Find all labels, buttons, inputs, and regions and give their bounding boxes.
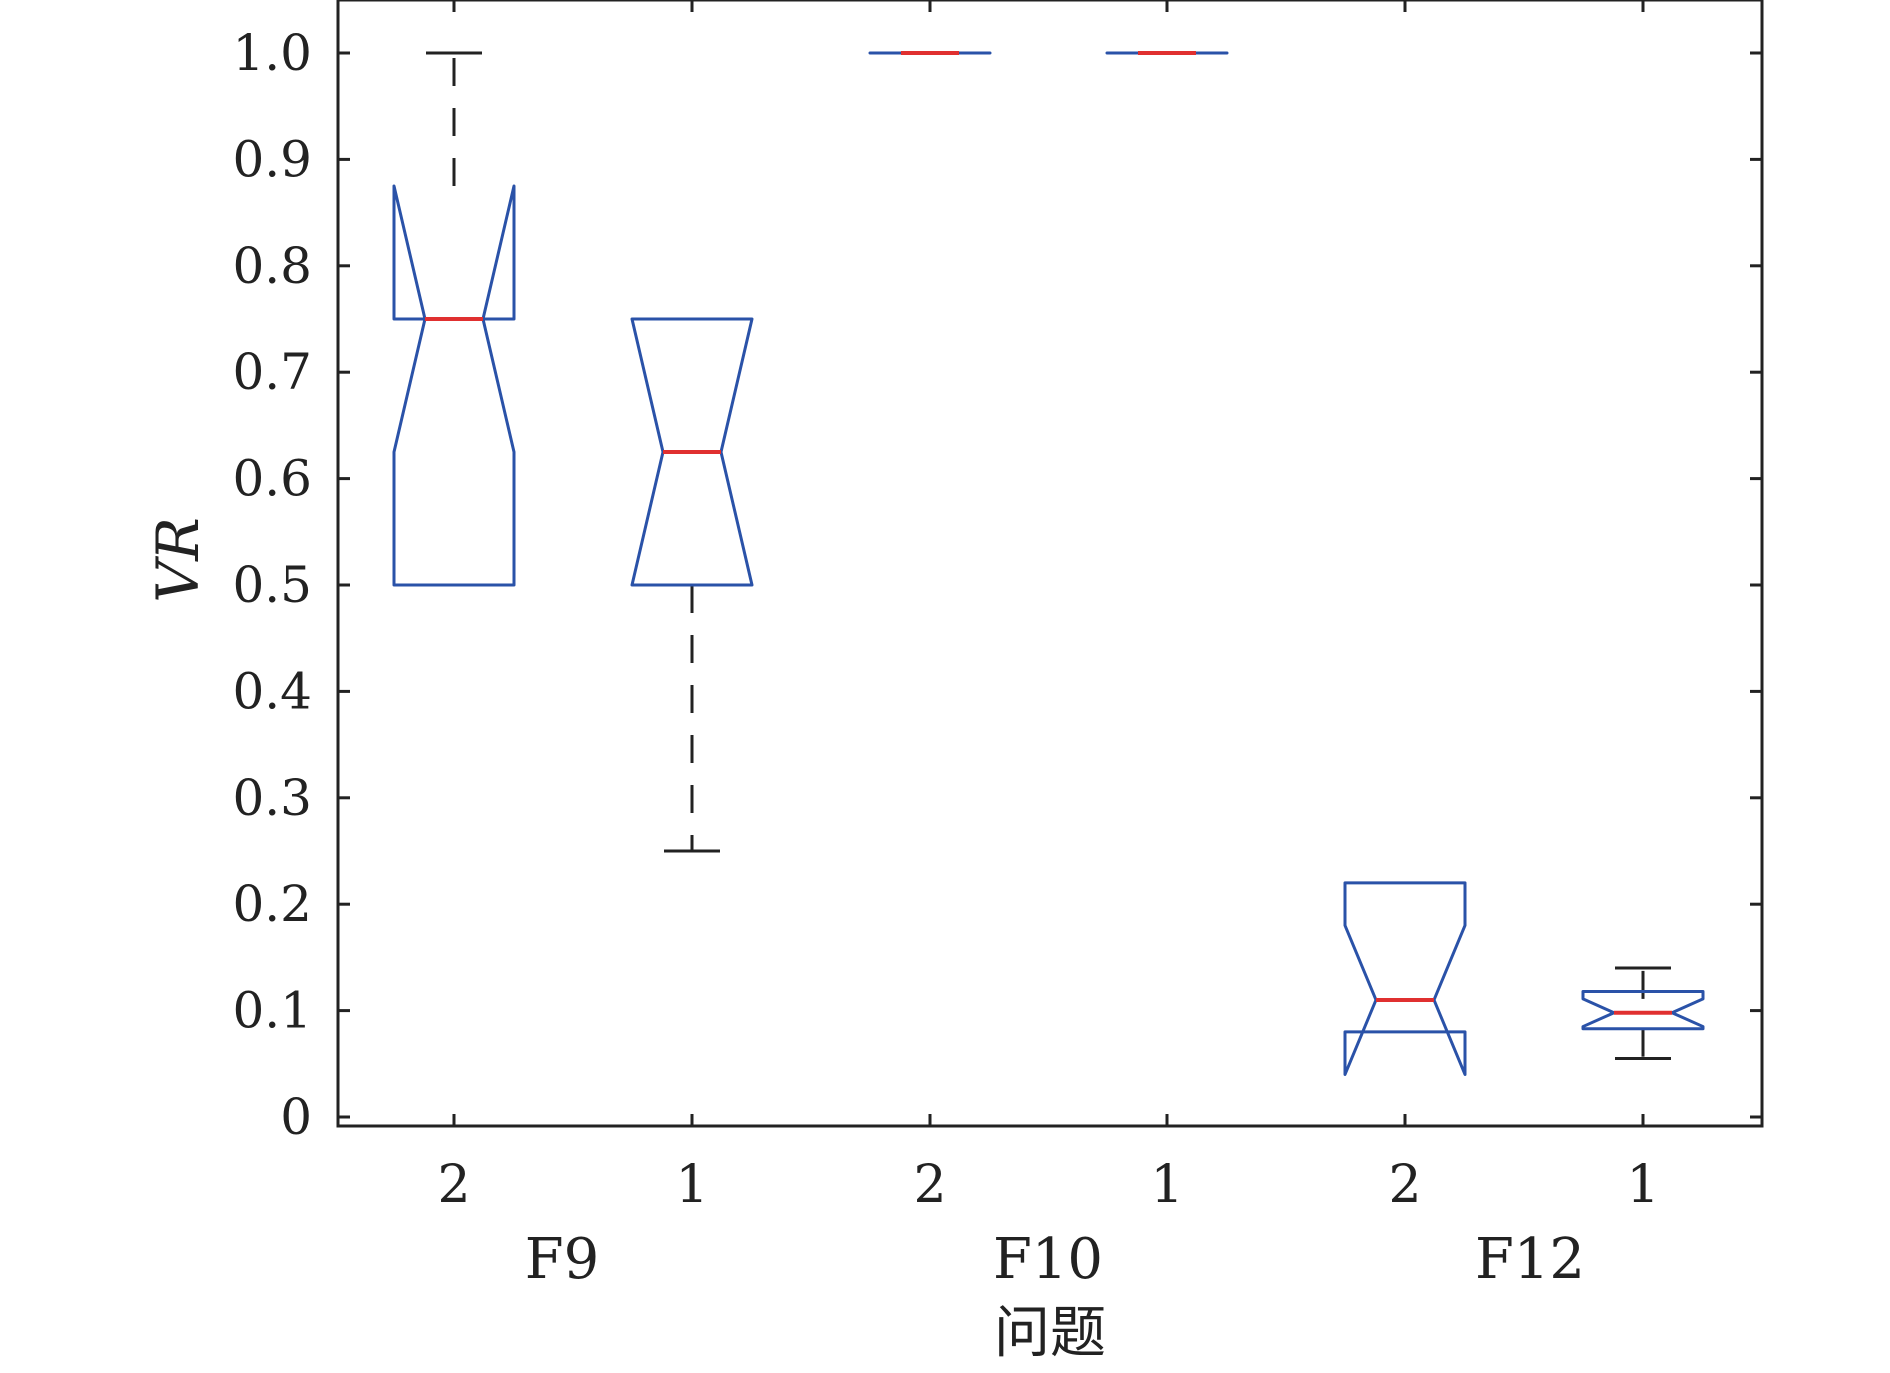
box-f9-2 [392,51,516,587]
y-tick-label: 0.6 [232,450,312,508]
x-axis-title: 问题 [994,1301,1106,1366]
y-tick-label: 1.0 [232,24,312,82]
group-label-f9: F9 [525,1227,599,1292]
y-tick-label: 0.5 [232,556,312,614]
y-tick-label: 0 [280,1088,312,1146]
box-f12-2 [1343,881,1467,1076]
y-tick-label: 0.3 [232,769,312,827]
y-tick-label: 0.9 [232,130,312,188]
box-outline [1343,881,1467,1076]
y-tick-label: 0.7 [232,343,312,401]
y-tick-label: 0.8 [232,237,312,295]
y-tick-label: 0.2 [232,875,312,933]
box-outline [392,184,516,587]
boxes [392,51,1705,1076]
x-tick-label: 1 [1150,1155,1183,1215]
box-f12-1 [1581,966,1705,1060]
box-f9-1 [630,317,754,853]
x-tick-label: 1 [675,1155,708,1215]
y-axis-title: VR [144,517,212,603]
y-tick-label: 0.1 [232,982,312,1040]
plot-frame [336,0,1764,1128]
x-tick-label: 2 [437,1155,470,1215]
x-tick-label: 2 [913,1155,946,1215]
group-label-f12: F12 [1475,1227,1585,1292]
y-tick-label: 0.4 [232,662,312,720]
x-tick-label: 2 [1388,1155,1421,1215]
x-tick-label: 1 [1626,1155,1659,1215]
group-label-f10: F10 [993,1227,1103,1292]
box-outline [1581,989,1705,1031]
axes [336,0,1764,1128]
labels: 0 0.1 0.2 0.3 0.4 0.5 0.6 0.7 0.8 0.9 1.0 2 1 2 1 2 1 F9 F… [144,24,1660,1366]
